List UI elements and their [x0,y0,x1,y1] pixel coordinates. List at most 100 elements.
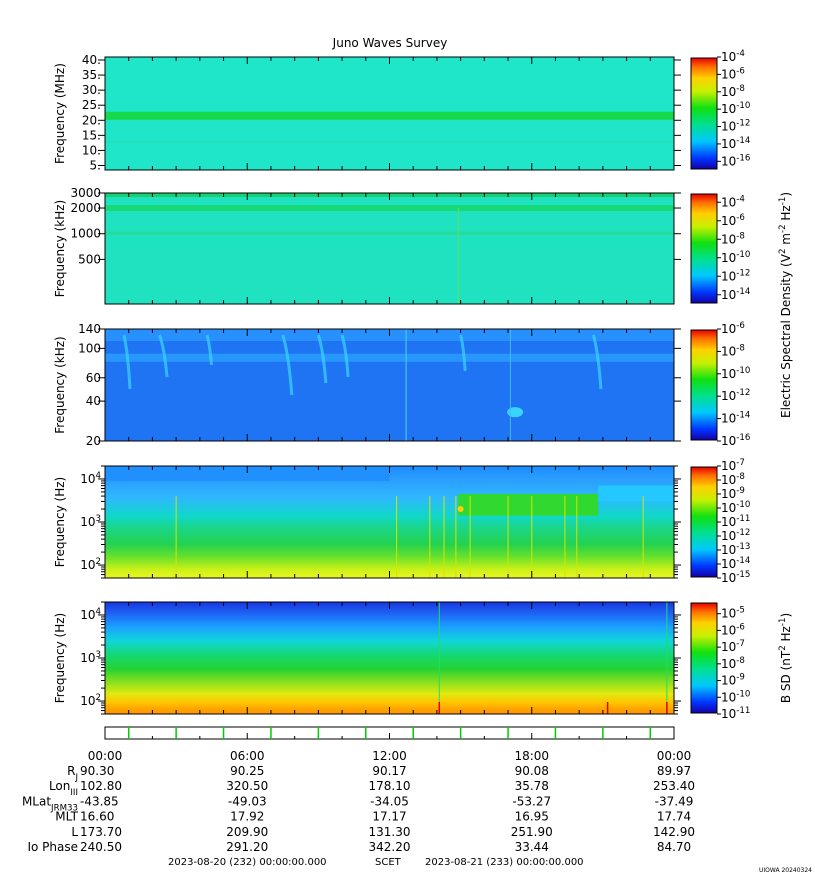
panel-mhz: 5.10.15.20.25.30.35.40. Frequency (MHz) 10… [53,49,750,172]
burst-6 [459,334,467,372]
y-axis-label: Frequency (Hz) [53,477,67,568]
chart-title: Juno Waves Survey [332,36,448,50]
footer-end-time: 2023-08-21 (233) 00:00:00.000 [425,857,584,868]
spectrogram-khz-high [105,193,674,304]
ephemeris-value: -37.49 [655,794,694,808]
colorbar-khz-low [690,329,718,441]
colorbar-tick-label: 10-6 [721,213,745,228]
ephemeris-table: 00:00 06:00 12:00 18:00 00:00 RJ 90.30 90.25 90.… [22,749,695,854]
colorbar-tick-label: 10-11 [721,706,750,721]
colorbar-tick-label: 10-6 [721,321,745,336]
ephemeris-value: 320.50 [226,779,268,793]
spectrogram-hz-electric [105,466,674,578]
y-tick-label: 15. [82,128,101,142]
y-axis-label: Frequency (MHz) [53,63,67,164]
panel-hz-electric: 102 103 104 Frequency (Hz) 10-710-810-910-10… [53,458,750,585]
ephemeris-value: 102.80 [80,779,122,793]
colorbar-tick-label: 10-9 [721,673,745,688]
hot-spot [457,506,464,513]
colorbar-tick-label: 10-14 [721,556,750,571]
colorbar-tick-label: 10-12 [721,528,750,543]
burst-1 [158,334,169,378]
y-tick-label: 40. [82,53,101,67]
y-tick-label: 30. [82,83,101,97]
colorbar-title-electric: Electric Spectral Density (V2 m-2 Hz-1) [778,192,793,418]
ephemeris-value: 90.25 [230,764,264,778]
y-tick-label: 104 [80,471,101,486]
y-tick-label: 25. [82,98,101,112]
ephemeris-value: 178.10 [369,779,411,793]
ephemeris-value: 142.90 [653,825,695,839]
colorbar-tick-label: 10-12 [721,119,750,134]
colorbar-khz-high [690,193,718,304]
time-label: 00:00 [657,749,692,763]
ephemeris-value: 17.17 [372,810,406,824]
ephemeris-value: -49.03 [228,794,267,808]
emission-block [458,493,599,516]
burst-7 [591,334,603,390]
colorbar-tick-label: 10-7 [721,639,745,654]
colorbar-tick-label: 10-10 [721,689,750,704]
y-tick-label: 40 [86,394,101,408]
colorbar-tick-label: 10-6 [721,622,745,637]
colorbar-tick-label: 10-4 [721,49,745,64]
burst-0 [122,334,132,390]
colorbar-tick-label: 10-14 [721,136,750,151]
emission-band-21mhz [105,111,674,120]
burst-5 [340,334,350,378]
y-tick-label: 10. [82,143,101,157]
y-axis-label: Frequency (Hz) [53,613,67,704]
colorbar-tick-label: 10-10 [721,500,750,515]
upper-band-right [598,485,674,502]
burst-2 [205,334,213,366]
ephemeris-value: 291.20 [226,840,268,854]
y-tick-label: 5. [90,158,101,172]
burst-4 [316,334,328,384]
colorbar-tick-label: 10-7 [721,458,745,473]
y-tick-label: 20 [86,434,101,448]
y-tick-label: 100 [78,341,101,355]
ephemeris-row-label: LonIII [49,779,78,798]
colorbar-title-magnetic: B SD (nT2 Hz-1) [778,613,793,703]
ephemeris-value: -43.85 [80,794,119,808]
y-axis-label: Frequency (kHz) [53,200,67,297]
time-strip [104,726,675,740]
time-label: 06:00 [230,749,265,763]
ephemeris-value: 131.30 [369,825,411,839]
ephemeris-value: 90.30 [80,764,114,778]
spectrogram-khz-low [105,329,674,441]
emission-blob [507,407,524,418]
y-tick-label: 3000 [70,186,101,200]
ephemeris-row-label: L [71,825,78,839]
time-label: 00:00 [88,749,123,763]
ephemeris-value: 342.20 [369,840,411,854]
colorbar-hz-electric [690,466,718,578]
ephemeris-value: 90.08 [515,764,549,778]
y-tick-label: 102 [80,693,101,708]
y-tick-label: 60 [86,371,101,385]
credit-label: UIOWA 20240324 [758,867,812,874]
colorbar-tick-label: 10-8 [721,231,745,246]
y-tick-label: 102 [80,557,101,572]
colorbar-tick-label: 10-16 [721,433,750,448]
ephemeris-row-label: MLatJRM33 [22,794,78,813]
ephemeris-value: 173.70 [80,825,122,839]
colorbar-mhz [690,57,718,170]
ephemeris-value: 240.50 [80,840,122,854]
colorbar-hz-magnetic [690,602,718,714]
ephemeris-value: 90.17 [372,764,406,778]
colorbar-tick-label: 10-16 [721,153,750,168]
y-axis-label: Frequency (kHz) [53,336,67,433]
y-tick-label: 104 [80,607,101,622]
colorbar-tick-label: 10-8 [721,472,745,487]
colorbar-tick-label: 10-8 [721,343,745,358]
ephemeris-value: 253.40 [653,779,695,793]
colorbar-tick-label: 10-10 [721,366,750,381]
colorbar-tick-label: 10-4 [721,194,745,209]
y-tick-label: 103 [80,650,101,665]
emission-band-1mhz [105,231,674,235]
ephemeris-value: 17.92 [230,810,264,824]
emission-band-2mhz [105,205,674,212]
